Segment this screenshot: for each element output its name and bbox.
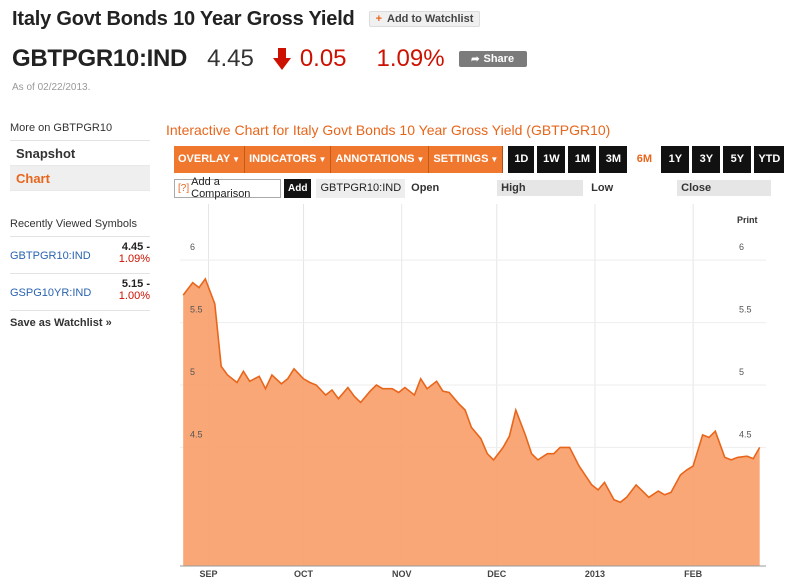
range-1m-button[interactable]: 1M	[568, 146, 597, 173]
recent-symbol-change: 1.09%	[118, 253, 150, 265]
caret-down-icon: ▼	[416, 155, 425, 164]
range-1y-button[interactable]: 1Y	[661, 146, 690, 173]
range-ytd-button[interactable]: YTD	[754, 146, 785, 173]
x-tick-label: NOV	[392, 569, 412, 579]
y-tick-label-right: 6	[739, 242, 744, 252]
settings-menu-label: SETTINGS	[433, 153, 489, 165]
price-change-percent: 1.09%	[376, 45, 445, 72]
y-tick-label-left: 6	[190, 242, 195, 252]
recent-symbol-row: GBTPGR10:IND 4.45 - 1.09%	[10, 237, 150, 274]
caret-down-icon: ▼	[318, 155, 327, 164]
range-6m-button[interactable]: 6M	[630, 146, 659, 173]
recent-symbol-row: GSPG10YR:IND 5.15 - 1.00%	[10, 274, 150, 311]
yield-area	[183, 278, 760, 566]
ohlc-high-label: High	[497, 180, 584, 196]
chart-axes: SEP OCT NOV DEC 2013 FEB 6 6 5.5 5.5 5 5 4.5 4.5	[180, 242, 766, 579]
y-tick-label-left: 5.5	[190, 305, 203, 315]
y-tick-label-right: 5	[739, 367, 744, 377]
overlay-menu-label: OVERLAY	[178, 153, 231, 165]
y-tick-label-right: 4.5	[739, 429, 752, 439]
chart-toolbar: OVERLAY ▼ INDICATORS ▼ ANNOTATIONS ▼ SETTIN…	[174, 146, 787, 173]
as-of-date: As of 02/22/2013.	[12, 82, 91, 93]
recent-symbol-change: 1.00%	[118, 290, 150, 302]
quote-row: GBTPGR10:IND 4.45 0.05 1.09% ➦ Share	[12, 42, 527, 76]
y-tick-label-right: 5.5	[739, 305, 752, 315]
sidebar: More on GBTPGR10 Snapshot Chart Recently…	[10, 120, 150, 329]
range-3m-button[interactable]: 3M	[599, 146, 628, 173]
y-tick-label-left: 5	[190, 367, 195, 377]
recent-symbol-values: 5.15 - 1.00%	[119, 278, 150, 306]
chart-menu-bar: OVERLAY ▼ INDICATORS ▼ ANNOTATIONS ▼ SETTIN…	[174, 146, 504, 173]
range-5y-button[interactable]: 5Y	[723, 146, 752, 173]
x-tick-label: OCT	[294, 569, 314, 579]
x-tick-label: FEB	[684, 569, 703, 579]
caret-down-icon: ▼	[490, 155, 499, 164]
recent-symbol-price: 5.15 -	[121, 278, 150, 290]
ohlc-close-label: Close	[677, 180, 772, 196]
chart-symbol: GBTPGR10:IND	[316, 178, 406, 198]
yield-chart[interactable]: SEP OCT NOV DEC 2013 FEB 6 6 5.5 5.5 5 5 4.5 4.5 Prin…	[174, 204, 786, 582]
share-button[interactable]: ➦ Share	[458, 51, 527, 67]
annotations-menu[interactable]: ANNOTATIONS ▼	[331, 146, 430, 173]
chart-title: Interactive Chart for Italy Govt Bonds 1…	[166, 122, 611, 138]
recent-symbol-price: 4.45 -	[121, 241, 150, 253]
indicators-menu-label: INDICATORS	[249, 153, 317, 165]
caret-down-icon: ▼	[232, 155, 241, 164]
sidebar-item-chart[interactable]: Chart	[10, 166, 150, 191]
page-title: Italy Govt Bonds 10 Year Gross Yield	[12, 7, 355, 30]
sidebar-item-snapshot[interactable]: Snapshot	[10, 141, 150, 166]
ticker-symbol: GBTPGR10:IND	[12, 45, 188, 72]
range-1d-button[interactable]: 1D	[508, 146, 535, 173]
recently-viewed-heading: Recently Viewed Symbols	[10, 211, 150, 237]
ohlc-low-label: Low	[591, 182, 614, 194]
x-tick-label: SEP	[200, 569, 218, 579]
x-tick-label: 2013	[585, 569, 605, 579]
recent-symbol-link[interactable]: GBTPGR10:IND	[10, 250, 91, 262]
arrow-down-icon	[272, 48, 291, 70]
y-tick-label-left: 4.5	[190, 429, 203, 439]
add-to-watchlist-button[interactable]: + Add to Watchlist	[368, 11, 481, 27]
overlay-menu[interactable]: OVERLAY ▼	[174, 146, 246, 173]
add-comparison-placeholder: Add a Comparison	[191, 176, 251, 200]
range-1w-button[interactable]: 1W	[537, 146, 566, 173]
settings-menu[interactable]: SETTINGS ▼	[429, 146, 502, 173]
indicators-menu[interactable]: INDICATORS ▼	[245, 146, 332, 173]
more-on-heading: More on GBTPGR10	[10, 122, 113, 134]
comparison-row: [?] Add a Comparison Add GBTPGR10:IND Op…	[174, 176, 772, 200]
x-tick-label: DEC	[487, 569, 507, 579]
save-as-watchlist-link[interactable]: Save as Watchlist »	[10, 317, 112, 329]
price-change: 0.05	[299, 45, 347, 72]
range-selector: 1D 1W 1M 3M 6M 1Y 3Y 5Y YTD	[508, 146, 787, 173]
range-3y-button[interactable]: 3Y	[692, 146, 721, 173]
title-row: Italy Govt Bonds 10 Year Gross Yield + A…	[12, 7, 481, 31]
annotations-menu-label: ANNOTATIONS	[335, 153, 415, 165]
recent-symbol-link[interactable]: GSPG10YR:IND	[10, 287, 92, 299]
add-to-watchlist-label: Add to Watchlist	[387, 13, 474, 25]
yield-line	[182, 277, 761, 504]
sidebar-nav: Snapshot Chart	[10, 140, 150, 191]
chart-series	[182, 277, 761, 566]
print-link[interactable]: Print	[737, 215, 758, 225]
add-comparison-input[interactable]: [?] Add a Comparison	[174, 176, 281, 200]
recent-symbol-values: 4.45 - 1.09%	[119, 241, 150, 269]
help-icon[interactable]: [?]	[178, 182, 190, 194]
share-arrow-icon: ➦	[471, 53, 480, 65]
share-label: Share	[483, 53, 515, 65]
ohlc-open-label: Open	[411, 182, 440, 194]
last-price: 4.45	[207, 45, 254, 72]
add-comparison-button[interactable]: Add	[284, 178, 312, 198]
plus-icon: +	[375, 13, 383, 25]
chart-area: SEP OCT NOV DEC 2013 FEB 6 6 5.5 5.5 5 5 4.5 4.5 Prin…	[174, 204, 786, 582]
